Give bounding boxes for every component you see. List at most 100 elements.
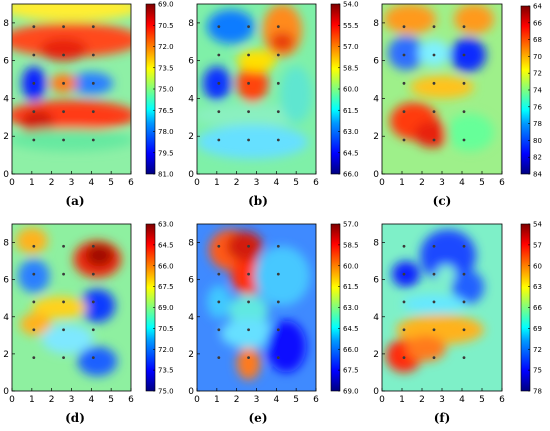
sensor-point <box>91 328 95 332</box>
y-tick-label: 8 <box>188 19 194 29</box>
colorbar-tick-label: 66.0 <box>158 262 174 270</box>
colorbar-tick-label: 75.0 <box>158 388 174 396</box>
sensor-point <box>247 81 250 85</box>
colorbar-tick-label: 72 <box>533 70 542 78</box>
sensor-point <box>432 138 436 142</box>
colorbar-tick-label: 79.5 <box>158 149 174 157</box>
heatmap-field <box>382 224 502 391</box>
heatmap-blob <box>266 320 307 373</box>
sensor-point <box>432 272 436 276</box>
colorbar-tick-label: 69.0 <box>343 388 359 396</box>
panel-label: (c) <box>433 194 452 208</box>
heatmap-blob <box>388 36 424 71</box>
heatmap-blob <box>12 128 131 152</box>
x-tick-label: 1 <box>29 178 35 188</box>
sensor-point <box>217 110 221 114</box>
sensor-point <box>247 25 250 29</box>
x-tick-label: 2 <box>49 395 55 405</box>
sensor-point <box>217 244 221 248</box>
colorbar-tick-label: 60 <box>533 262 542 270</box>
x-tick-label: 4 <box>459 178 465 188</box>
sensor-point <box>462 300 466 304</box>
sensor-point <box>462 244 466 248</box>
y-tick-label: 6 <box>188 57 194 67</box>
y-tick-label: 0 <box>188 170 194 180</box>
x-tick-label: 2 <box>234 395 240 405</box>
heatmap-blob <box>452 270 484 304</box>
colorbar-tick-label: 68 <box>533 36 542 44</box>
sensor-point <box>462 25 466 29</box>
heatmap-blob <box>17 259 50 293</box>
sensor-point <box>217 272 221 276</box>
heatmap-blob <box>236 49 277 72</box>
panel-a: 0 1 2 3 4 5 6 0 2 4 6 8 69.0 70.5 72.0 73.5 75.0 76.5 78.0… <box>3 1 174 209</box>
colorbar-tick-label: 69.0 <box>158 1 174 9</box>
colorbar-tick-label: 84 <box>533 171 542 179</box>
panel-b: 0 1 2 3 4 5 6 0 2 4 6 8 54.0 55.5 57.0 58.5 60.0 61.5 63.0… <box>188 1 358 209</box>
heatmap-blob <box>384 4 436 35</box>
x-tick-label: 4 <box>273 395 279 405</box>
x-tick-label: 4 <box>459 395 465 405</box>
sensor-point <box>91 356 95 359</box>
heatmap-field <box>12 4 131 174</box>
sensor-point <box>432 81 436 85</box>
colorbar-tick-label: 57.0 <box>343 43 359 51</box>
sensor-point <box>462 272 466 276</box>
colorbar-tick-label: 61.5 <box>343 283 359 291</box>
y-tick-label: 8 <box>188 239 194 249</box>
heatmap-blob <box>21 109 54 137</box>
sensor-point <box>62 138 65 142</box>
sensor-point <box>402 356 406 359</box>
sensor-point <box>32 81 36 85</box>
colorbar-tick-label: 58.5 <box>343 241 359 249</box>
sensor-point <box>462 138 466 142</box>
y-tick-label: 4 <box>188 94 194 104</box>
sensor-point <box>276 244 280 248</box>
y-tick-label: 0 <box>188 387 194 397</box>
x-tick-label: 4 <box>88 395 94 405</box>
colorbar-tick-label: 63.0 <box>343 128 359 136</box>
x-tick-label: 5 <box>108 395 114 405</box>
heatmap-blob <box>31 296 88 319</box>
sensor-point <box>91 110 95 114</box>
sensor-point <box>402 244 406 248</box>
sensor-point <box>247 244 250 248</box>
colorbar-tick-label: 66 <box>533 19 542 27</box>
x-tick-label: 5 <box>479 395 485 405</box>
sensor-point <box>217 53 221 57</box>
heatmap-blob <box>420 229 476 282</box>
colorbar-tick-label: 58.5 <box>343 64 359 72</box>
x-tick-label: 6 <box>128 395 134 405</box>
sensor-point <box>247 300 250 304</box>
heatmap-blob <box>410 75 474 99</box>
x-tick-label: 2 <box>419 395 425 405</box>
colorbar-tick-label: 60.0 <box>343 86 359 94</box>
heatmap-field <box>382 4 502 174</box>
y-tick-label: 2 <box>3 132 9 142</box>
colorbar-tick-label: 81.0 <box>158 171 174 179</box>
x-tick-label: 6 <box>313 395 319 405</box>
x-tick-label: 0 <box>9 178 15 188</box>
x-tick-label: 6 <box>499 395 505 405</box>
sensor-point <box>247 53 250 57</box>
y-tick-label: 0 <box>3 170 9 180</box>
heatmap-blob <box>197 104 305 127</box>
x-tick-label: 3 <box>439 395 445 405</box>
sensor-point <box>32 356 36 359</box>
heatmap-blob <box>226 231 263 262</box>
heatmap-blob <box>454 4 494 35</box>
x-tick-label: 0 <box>194 178 200 188</box>
y-tick-label: 6 <box>373 276 379 286</box>
x-tick-label: 3 <box>254 178 260 188</box>
y-tick-label: 8 <box>3 239 9 249</box>
sensor-point <box>432 244 436 248</box>
heatmap-blob <box>39 38 88 61</box>
sensor-point <box>91 81 95 85</box>
sensor-point <box>402 25 406 29</box>
y-tick-label: 0 <box>373 170 379 180</box>
colorbar-tick-label: 69.0 <box>158 304 174 312</box>
sensor-point <box>217 81 221 85</box>
heatmap-blob <box>197 124 309 159</box>
heatmap-blob <box>436 264 456 284</box>
colorbar-tick-label: 78.0 <box>158 128 174 136</box>
